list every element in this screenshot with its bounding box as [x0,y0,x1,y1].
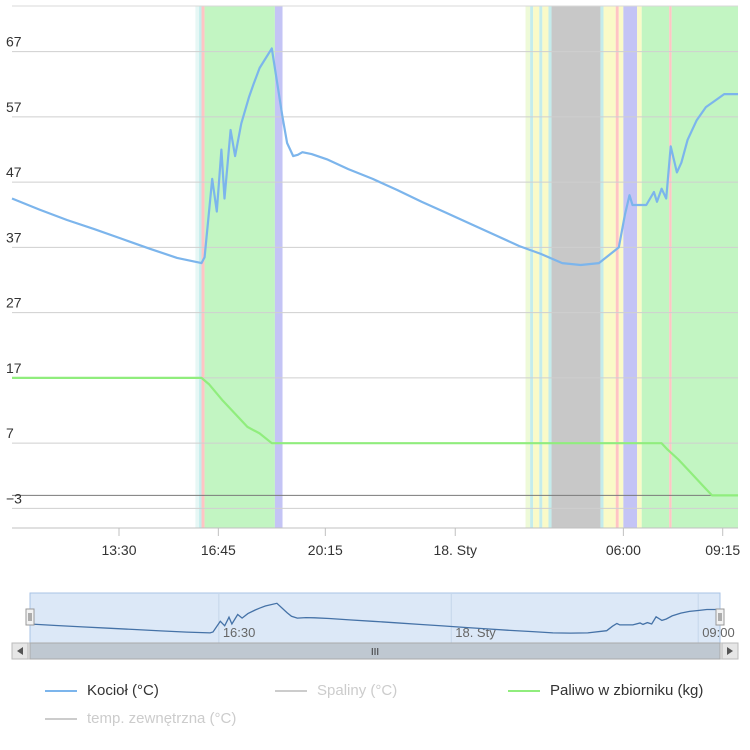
plot-band [199,6,202,528]
legend-item-paliwo[interactable]: Paliwo w zbiorniku (kg) [508,682,703,699]
series-line [12,376,738,497]
x-tick-label: 18. Sty [433,542,477,558]
plot-band [669,6,672,528]
navigator-label: 09:00 [702,625,735,640]
y-tick-label: 47 [6,164,22,180]
plot-band [551,6,601,528]
navigator-selection [29,592,721,644]
plot-band [195,6,200,528]
y-tick-label: −3 [6,490,22,506]
y-axis: 67 57 47 37 27 17 7 −3 [6,34,22,507]
navigator-label: 16:30 [223,625,256,640]
legend-swatch [508,689,540,692]
plot-band [204,6,275,528]
y-tick-label: 37 [6,229,22,245]
gridlines [12,5,738,509]
y-tick-label: 67 [6,34,22,50]
navigator-handle-right[interactable] [715,608,725,626]
series-line [11,47,738,267]
plot-band [274,6,283,528]
arrow-left-icon [17,647,23,655]
scrollbar-grip: III [371,647,379,658]
plot-band [539,6,543,528]
scrollbar-thumb[interactable] [29,642,721,660]
y-tick-label: 57 [6,99,22,115]
legend-label: temp. zewnętrzna (°C) [87,710,237,727]
plot-band [618,6,624,528]
plot-band [525,6,531,528]
legend-item-temp-zewnetrzna[interactable]: temp. zewnętrzna (°C) [45,710,236,727]
navigator-handle-left[interactable] [25,608,35,626]
legend-swatch [45,689,77,692]
legend-label: Kocioł (°C) [87,682,159,699]
arrow-right-icon [727,647,733,655]
plot-band [548,6,552,528]
y-tick-label: 7 [6,425,14,441]
legend-label: Paliwo w zbiorniku (kg) [550,682,704,699]
plot-band [542,6,549,528]
legend-swatch [275,689,307,692]
legend-item-spaliny[interactable]: Spaliny (°C) [275,682,397,699]
y-tick-label: 27 [6,295,22,311]
plot-band [603,6,616,528]
plot-band [533,6,540,528]
legend-item-kociol[interactable]: Kocioł (°C) [45,682,159,699]
plot-band [641,6,670,528]
plot-band [615,6,619,528]
navigator-series [29,602,720,634]
plot-band [600,6,604,528]
x-tick-label: 06:00 [606,542,641,558]
plot-band [637,6,642,528]
plot-bands [195,6,738,528]
series-lines [11,47,738,497]
plot-band [671,6,738,528]
y-tick-label: 17 [6,360,22,376]
plot-band [201,6,205,528]
x-tick-label: 09:15 [705,542,740,558]
legend-swatch [45,717,77,720]
legend-label: Spaliny (°C) [317,682,398,699]
plot-band [623,6,638,528]
x-axis: 13:30 16:45 20:15 18. Sty 06:00 09:15 [12,527,740,558]
x-tick-label: 13:30 [101,542,136,558]
plot-band [530,6,534,528]
x-tick-label: 16:45 [201,542,236,558]
x-tick-label: 20:15 [308,542,343,558]
